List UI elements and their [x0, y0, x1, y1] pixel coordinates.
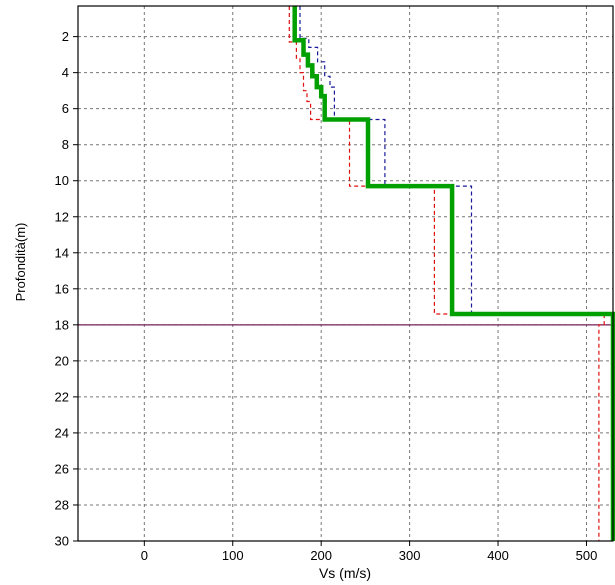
- y-axis-title: Profondità(m): [13, 223, 28, 302]
- series-line-1: [299, 6, 614, 541]
- y-tick-label: 26: [55, 461, 69, 476]
- y-tick-label: 18: [55, 317, 69, 332]
- x-tick-label: 300: [399, 548, 421, 563]
- y-tick-label: 16: [55, 281, 69, 296]
- x-tick-label: 500: [576, 548, 598, 563]
- series-line-0: [292, 6, 615, 541]
- y-tick-label: 20: [55, 353, 69, 368]
- y-tick-label: 28: [55, 497, 69, 512]
- x-tick-label: 100: [222, 548, 244, 563]
- y-tick-label: 30: [55, 534, 69, 549]
- x-tick-label: 400: [487, 548, 509, 563]
- x-axis-title: Vs (m/s): [319, 565, 371, 581]
- x-tick-label: 200: [310, 548, 332, 563]
- y-tick-label: 12: [55, 209, 69, 224]
- y-tick-label: 14: [55, 245, 69, 260]
- y-tick-label: 6: [62, 101, 69, 116]
- plot-frame: [77, 5, 614, 542]
- y-tick-label: 2: [62, 29, 69, 44]
- series-lines: [288, 6, 615, 541]
- y-tick-label: 8: [62, 137, 69, 152]
- x-tick-labels: 0 100 200 300 400 500: [141, 548, 598, 563]
- x-tick-label: 0: [141, 548, 148, 563]
- y-tick-label: 10: [55, 173, 69, 188]
- y-tick-label: 22: [55, 389, 69, 404]
- y-tick-label: 4: [62, 65, 69, 80]
- plot-area: [78, 6, 613, 541]
- series-line-2: [288, 6, 605, 541]
- y-tick-label: 24: [55, 425, 69, 440]
